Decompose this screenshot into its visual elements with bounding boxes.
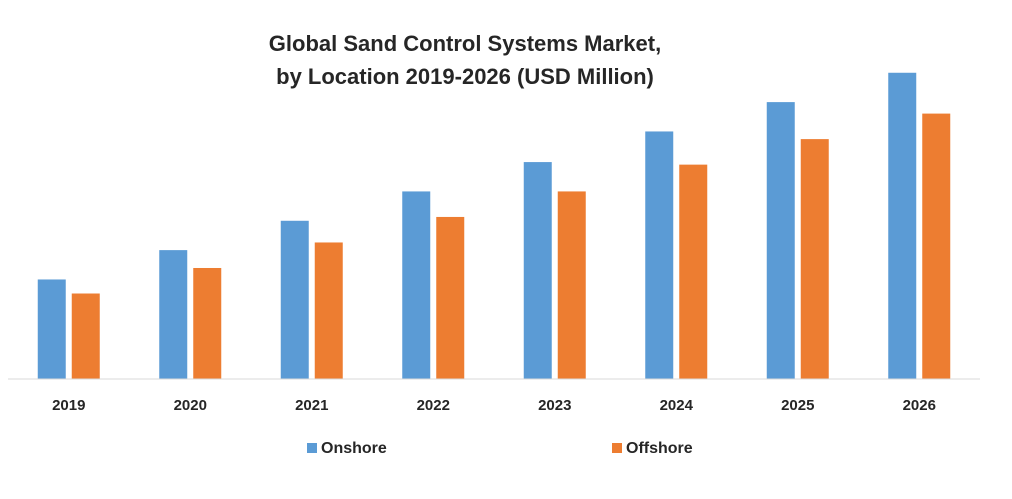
x-tick-label-2022: 2022 xyxy=(417,397,450,414)
x-tick-label-2024: 2024 xyxy=(660,397,694,414)
legend-label-offshore: Offshore xyxy=(626,440,693,457)
bar-onshore-2021 xyxy=(280,220,309,379)
bar-onshore-2025 xyxy=(766,102,795,379)
chart-title-line-2: by Location 2019-2026 (USD Million) xyxy=(276,64,654,89)
legend-swatch-onshore xyxy=(307,443,317,453)
x-tick-label-2026: 2026 xyxy=(903,397,936,414)
bars-group xyxy=(37,72,951,379)
bar-offshore-2025 xyxy=(800,139,829,379)
bar-offshore-2022 xyxy=(436,216,465,379)
x-tick-label-2023: 2023 xyxy=(538,397,571,414)
x-tick-labels: 2019 2020 2021 2022 2023 2024 2025 2026 xyxy=(52,397,936,414)
x-tick-label-2025: 2025 xyxy=(781,397,814,414)
chart-title-line-1: Global Sand Control Systems Market, xyxy=(268,31,662,56)
bar-onshore-2022 xyxy=(402,191,431,379)
bar-onshore-2023 xyxy=(523,162,552,379)
bar-offshore-2026 xyxy=(922,113,951,379)
bar-offshore-2024 xyxy=(679,164,708,379)
legend: Onshore Offshore xyxy=(307,440,693,457)
legend-swatch-offshore xyxy=(612,443,622,453)
bar-onshore-2019 xyxy=(37,279,66,379)
x-tick-label-2021: 2021 xyxy=(295,397,328,414)
x-tick-label-2019: 2019 xyxy=(52,397,85,414)
bar-onshore-2026 xyxy=(888,72,917,379)
bar-onshore-2024 xyxy=(645,131,674,379)
bar-offshore-2021 xyxy=(314,242,343,379)
bar-offshore-2020 xyxy=(193,267,222,379)
bar-onshore-2020 xyxy=(159,250,188,379)
legend-label-onshore: Onshore xyxy=(321,440,387,457)
bar-offshore-2019 xyxy=(71,293,100,379)
bar-offshore-2023 xyxy=(557,191,586,379)
x-tick-label-2020: 2020 xyxy=(174,397,207,414)
